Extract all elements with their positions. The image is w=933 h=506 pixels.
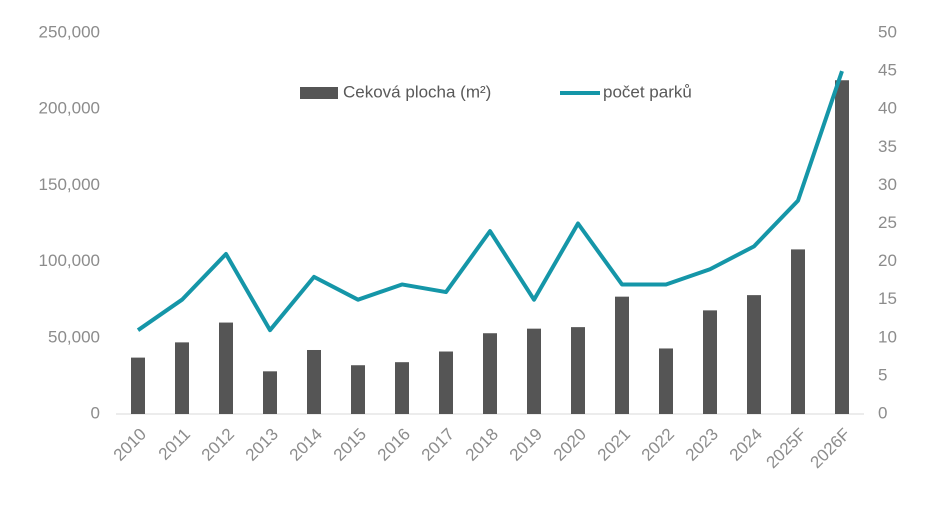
y2-tick-label: 40 bbox=[878, 99, 897, 118]
x-tick-label: 2014 bbox=[286, 425, 326, 465]
x-tick-label: 2012 bbox=[198, 425, 238, 465]
bar bbox=[483, 333, 497, 414]
bar bbox=[263, 371, 277, 414]
bar bbox=[307, 349, 321, 414]
y-tick-label: 150,000 bbox=[39, 175, 100, 194]
x-tick-label: 2015 bbox=[330, 425, 370, 465]
y2-tick-label: 20 bbox=[878, 251, 897, 270]
y2-tick-label: 10 bbox=[878, 327, 897, 346]
x-tick-label: 2022 bbox=[638, 425, 678, 465]
y2-tick-label: 30 bbox=[878, 175, 897, 194]
y2-tick-label: 45 bbox=[878, 61, 897, 80]
x-tick-label: 2018 bbox=[462, 425, 502, 465]
x-tick-label: 2019 bbox=[506, 425, 546, 465]
x-tick-label: 2025F bbox=[762, 425, 810, 473]
y-tick-label: 250,000 bbox=[39, 22, 100, 41]
x-tick-label: 2023 bbox=[682, 425, 722, 465]
y-tick-label: 0 bbox=[91, 403, 100, 422]
x-tick-label: 2017 bbox=[418, 425, 458, 465]
bar bbox=[131, 357, 145, 414]
bar bbox=[439, 351, 453, 414]
y2-tick-label: 35 bbox=[878, 137, 897, 156]
bar bbox=[615, 296, 629, 414]
bar bbox=[527, 328, 541, 414]
y2-tick-label: 15 bbox=[878, 289, 897, 308]
x-tick-label: 2026F bbox=[806, 425, 854, 473]
x-tick-label: 2024 bbox=[726, 425, 766, 465]
x-tick-label: 2016 bbox=[374, 425, 414, 465]
bar bbox=[747, 295, 761, 414]
legend-label: počet parků bbox=[603, 82, 692, 101]
x-tick-label: 2013 bbox=[242, 425, 282, 465]
legend-swatch bbox=[300, 87, 338, 99]
x-tick-label: 2020 bbox=[550, 425, 590, 465]
bar bbox=[351, 365, 365, 414]
line bbox=[136, 70, 844, 333]
x-tick-label: 2021 bbox=[594, 425, 634, 465]
y2-tick-label: 0 bbox=[878, 403, 887, 422]
bar bbox=[791, 249, 805, 414]
bar bbox=[175, 342, 189, 414]
y2-tick-label: 50 bbox=[878, 22, 897, 41]
bar bbox=[835, 80, 849, 414]
bar bbox=[395, 362, 409, 414]
y-tick-label: 100,000 bbox=[39, 251, 100, 270]
x-tick-label: 2010 bbox=[110, 425, 150, 465]
bar bbox=[219, 322, 233, 414]
bar bbox=[571, 327, 585, 414]
bar bbox=[703, 310, 717, 414]
legend-label: Ceková plocha (m²) bbox=[343, 82, 491, 101]
x-tick-label: 2011 bbox=[155, 425, 194, 464]
y-tick-label: 200,000 bbox=[39, 99, 100, 118]
bar bbox=[659, 348, 673, 414]
y2-tick-label: 5 bbox=[878, 365, 887, 384]
y-tick-label: 50,000 bbox=[48, 327, 100, 346]
y2-tick-label: 25 bbox=[878, 213, 897, 232]
